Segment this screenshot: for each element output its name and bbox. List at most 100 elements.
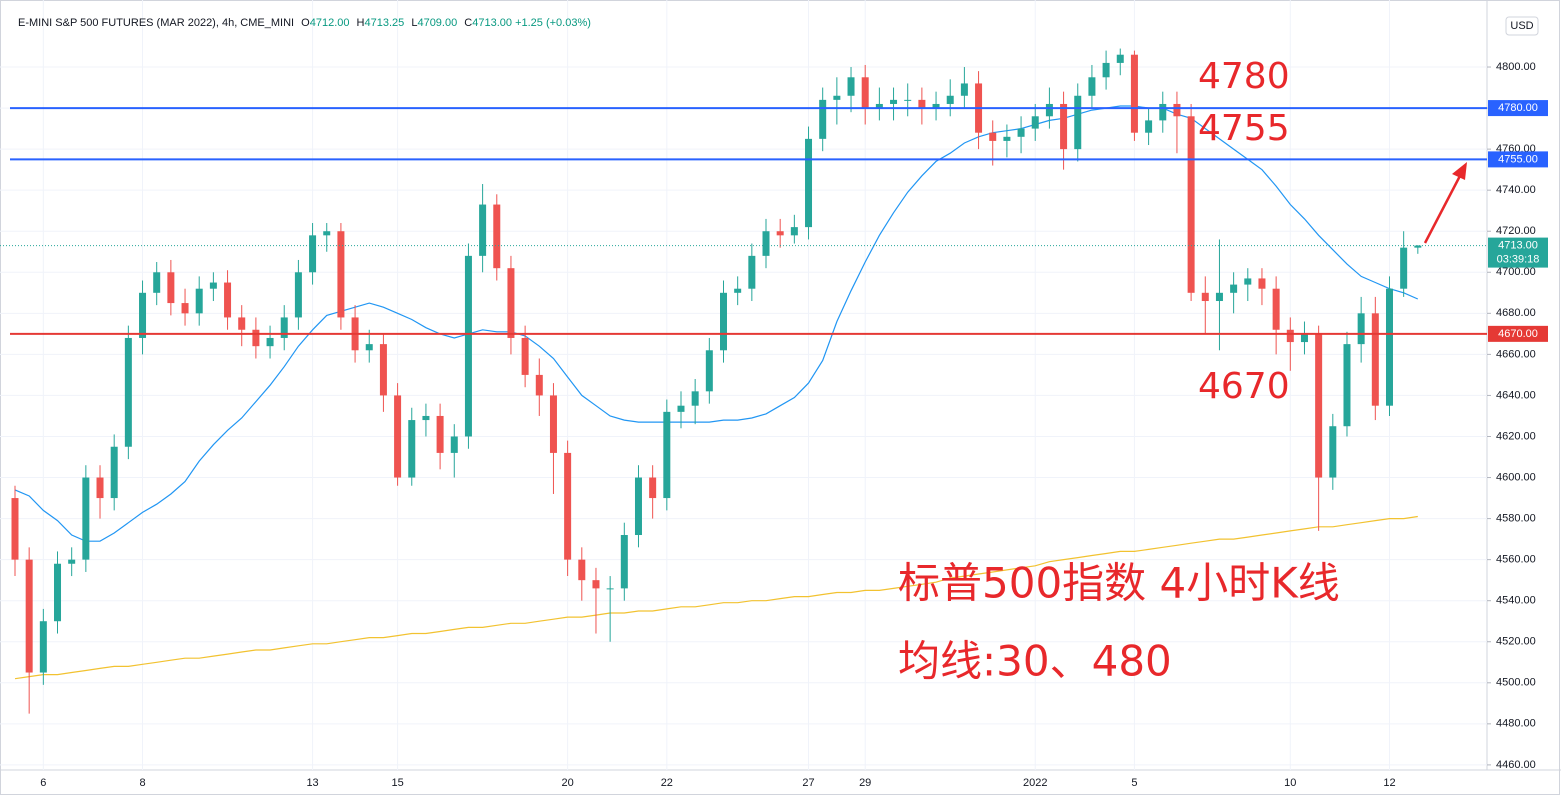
- open-label: O: [301, 17, 310, 29]
- candle-body: [904, 99, 912, 101]
- candle-body: [266, 337, 274, 347]
- candle-body: [691, 391, 699, 406]
- x-tick-label: 5: [1131, 777, 1137, 789]
- candle-body: [209, 282, 217, 289]
- annotation: 4780: [1198, 56, 1290, 97]
- x-tick-label: 20: [562, 777, 574, 789]
- candle-body: [1003, 136, 1011, 141]
- candle-body: [1201, 292, 1209, 302]
- candle-body: [578, 559, 586, 581]
- x-tick-label: 13: [306, 777, 318, 789]
- price-label-bg: [1488, 100, 1548, 117]
- candle-body: [620, 535, 628, 589]
- change: +1.25 (+0.03%): [515, 17, 591, 29]
- candle-body: [1215, 292, 1223, 302]
- y-tick-label: 4600.00: [1496, 471, 1536, 483]
- candle-body: [1414, 245, 1422, 248]
- high-label: H: [356, 17, 365, 29]
- plot: [0, 48, 1487, 714]
- price-label: 4755.00: [1498, 153, 1538, 165]
- x-tick-label: 2022: [1023, 777, 1047, 789]
- last-price-label: 4713.00: [1498, 240, 1538, 252]
- candle-body: [720, 292, 727, 351]
- candle-body: [549, 395, 557, 453]
- candle-body: [167, 272, 175, 304]
- candle-body: [1286, 329, 1294, 343]
- candle-body: [833, 95, 841, 100]
- candle-body: [68, 559, 76, 564]
- candle-body: [1385, 288, 1393, 406]
- candle-body: [96, 477, 104, 499]
- x-tick-label: 6: [40, 777, 46, 789]
- candle-body: [252, 329, 260, 347]
- y-tick-label: 4560.00: [1496, 554, 1536, 566]
- candle-body: [379, 344, 387, 396]
- candle-body: [960, 83, 968, 96]
- candle-body: [890, 99, 898, 104]
- y-tick-label: 4500.00: [1496, 677, 1536, 689]
- candle-body: [110, 446, 118, 499]
- y-tick-label: 4720.00: [1496, 225, 1536, 237]
- candle-body: [1357, 313, 1365, 345]
- candle-body: [1244, 278, 1252, 285]
- candle-body: [54, 563, 62, 622]
- candle-body: [734, 288, 742, 293]
- moving-average: [14, 105, 1419, 542]
- candle-body: [1315, 333, 1323, 478]
- candle-body: [1102, 62, 1110, 78]
- x-tick-label: 27: [802, 777, 814, 789]
- candle-body: [323, 231, 331, 236]
- candle-body: [875, 103, 883, 109]
- candle-body: [634, 477, 642, 536]
- y-tick-label: 4740.00: [1496, 184, 1536, 196]
- candle-body: [1300, 333, 1308, 343]
- annotation-subtitle: 均线:30、480: [898, 637, 1172, 686]
- x-tick-label: 12: [1383, 777, 1395, 789]
- candle-body: [521, 337, 529, 375]
- candle-body: [294, 272, 302, 318]
- x-tick-label: 10: [1284, 777, 1296, 789]
- candle-body: [564, 452, 572, 560]
- candle-body: [1173, 103, 1181, 117]
- candle-body: [82, 477, 90, 560]
- symbol-title: E-MINI S&P 500 FUTURES (MAR 2022), 4h, C…: [18, 17, 295, 29]
- candle-body: [705, 350, 713, 392]
- price-label-bg: [1488, 151, 1548, 168]
- candle-body: [1017, 128, 1025, 137]
- candle-body: [436, 415, 444, 453]
- x-tick-label: 22: [661, 777, 673, 789]
- legend: E-MINI S&P 500 FUTURES (MAR 2022), 4h, C…: [18, 17, 591, 29]
- candle-body: [224, 282, 232, 318]
- y-tick-label: 4680.00: [1496, 307, 1536, 319]
- y-tick-label: 4640.00: [1496, 389, 1536, 401]
- candle-body: [1230, 284, 1238, 293]
- x-tick-label: 8: [139, 777, 145, 789]
- currency-badge[interactable]: [1505, 16, 1539, 36]
- y-tick-label: 4620.00: [1496, 430, 1536, 442]
- close-label: C: [464, 17, 473, 29]
- candle-body: [139, 292, 147, 338]
- candle-body: [1272, 288, 1280, 330]
- annotation: 4755: [1198, 108, 1290, 149]
- low-value: 4709.00: [417, 17, 458, 29]
- candle-body: [606, 588, 614, 590]
- x-tick-label: 29: [859, 777, 871, 789]
- candle-body: [153, 272, 161, 293]
- y-tick-label: 4580.00: [1496, 512, 1536, 524]
- high-value: 4713.25: [364, 17, 405, 29]
- candle-body: [989, 132, 997, 141]
- price-label: 4780.00: [1498, 102, 1538, 114]
- price-label-bg: [1488, 325, 1548, 342]
- candle-body: [819, 99, 827, 139]
- candle-body: [1187, 116, 1195, 293]
- arrow-head: [1452, 162, 1467, 180]
- price-label: 4670.00: [1498, 328, 1538, 340]
- last-price-bg: [1488, 237, 1548, 268]
- candle-body: [124, 337, 132, 447]
- candle-body: [776, 231, 784, 236]
- candle-body: [1074, 95, 1082, 150]
- candle-body: [493, 204, 501, 269]
